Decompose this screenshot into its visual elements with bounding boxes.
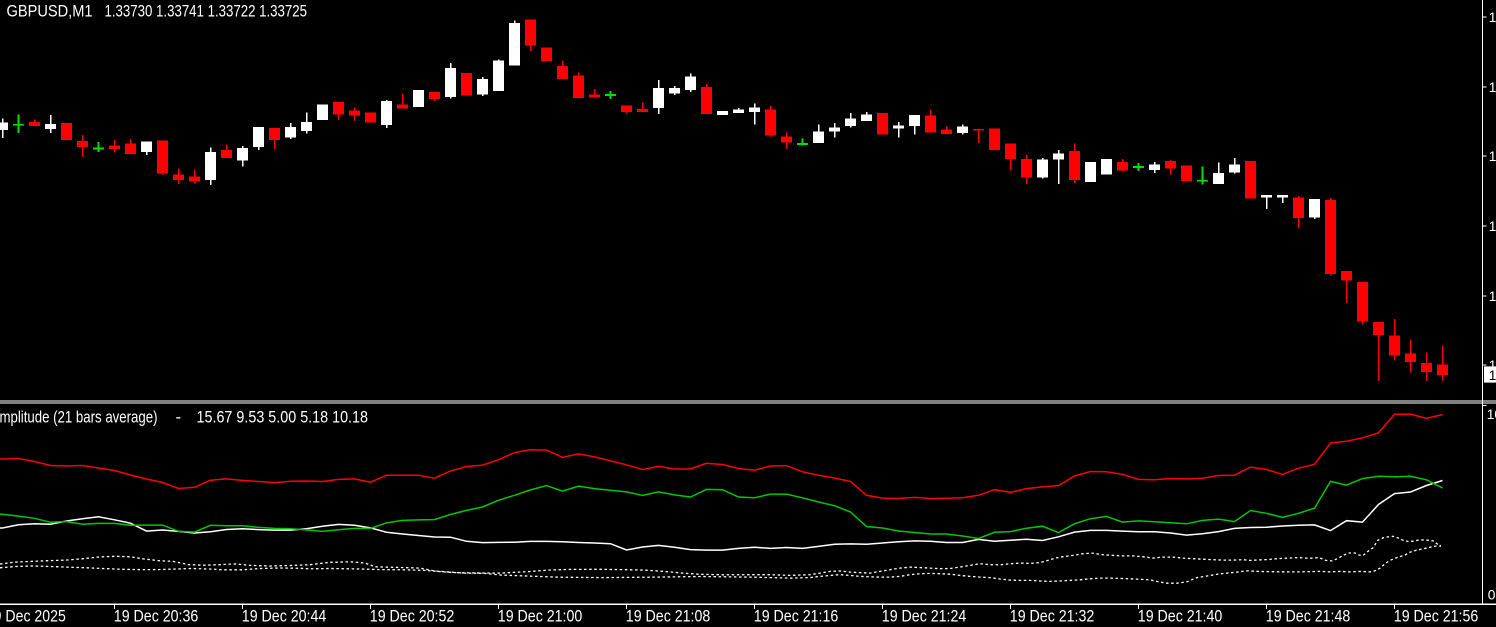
- svg-text:0: 0: [1488, 587, 1496, 602]
- svg-text:19 Dec 2025: 19 Dec 2025: [0, 607, 66, 625]
- svg-text:19 Dec 20:44: 19 Dec 20:44: [242, 607, 326, 625]
- svg-text:-: -: [176, 409, 182, 427]
- svg-text:GBPUSD,M1: GBPUSD,M1: [7, 3, 93, 21]
- svg-text:19 Dec 21:16: 19 Dec 21:16: [754, 607, 839, 625]
- svg-text:1.33750: 1.33750: [1489, 149, 1496, 164]
- svg-text:1.33725: 1.33725: [1489, 368, 1496, 383]
- svg-text:19 Dec 21:08: 19 Dec 21:08: [626, 607, 711, 625]
- svg-text:19 Dec 21:24: 19 Dec 21:24: [882, 607, 967, 625]
- svg-text:19 Dec 21:48: 19 Dec 21:48: [1266, 607, 1351, 625]
- svg-text:10: 10: [1487, 407, 1496, 422]
- svg-text:1.33750: 1.33750: [1489, 10, 1496, 25]
- svg-text:1.33750: 1.33750: [1489, 289, 1496, 304]
- svg-text:1.33750: 1.33750: [1489, 358, 1496, 373]
- svg-text:19 Dec 20:52: 19 Dec 20:52: [370, 607, 455, 625]
- svg-text:19 Dec 21:00: 19 Dec 21:00: [498, 607, 583, 625]
- svg-text:1.33730 1.33741 1.33722 1.3372: 1.33730 1.33741 1.33722 1.33725: [105, 3, 308, 21]
- svg-text:15.67 9.53 5.00 5.18 10.18: 15.67 9.53 5.00 5.18 10.18: [197, 409, 369, 427]
- svg-text:19 Dec 20:36: 19 Dec 20:36: [114, 607, 199, 625]
- svg-text:19 Dec 21:40: 19 Dec 21:40: [1138, 607, 1223, 625]
- svg-text:mplitude (21 bars average): mplitude (21 bars average): [0, 409, 158, 427]
- svg-text:19 Dec 21:32: 19 Dec 21:32: [1010, 607, 1095, 625]
- svg-text:19 Dec 21:56: 19 Dec 21:56: [1394, 607, 1479, 625]
- svg-text:1.33750: 1.33750: [1489, 80, 1496, 95]
- svg-text:1.33750: 1.33750: [1489, 219, 1496, 234]
